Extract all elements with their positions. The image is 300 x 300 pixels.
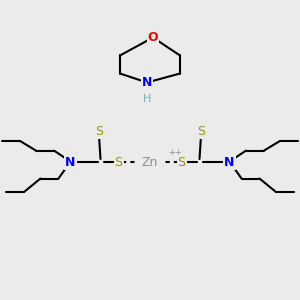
Text: N: N: [65, 155, 76, 169]
Text: ⁻: ⁻: [114, 164, 120, 174]
Text: S: S: [115, 155, 122, 169]
Text: H: H: [143, 94, 151, 104]
Text: ⁻: ⁻: [180, 164, 186, 174]
Text: S: S: [197, 125, 205, 139]
Text: ++: ++: [168, 148, 182, 157]
Text: N: N: [224, 155, 235, 169]
Text: Zn: Zn: [142, 155, 158, 169]
Text: S: S: [178, 155, 185, 169]
Text: O: O: [148, 31, 158, 44]
Text: S: S: [95, 125, 103, 139]
Text: N: N: [142, 76, 152, 89]
